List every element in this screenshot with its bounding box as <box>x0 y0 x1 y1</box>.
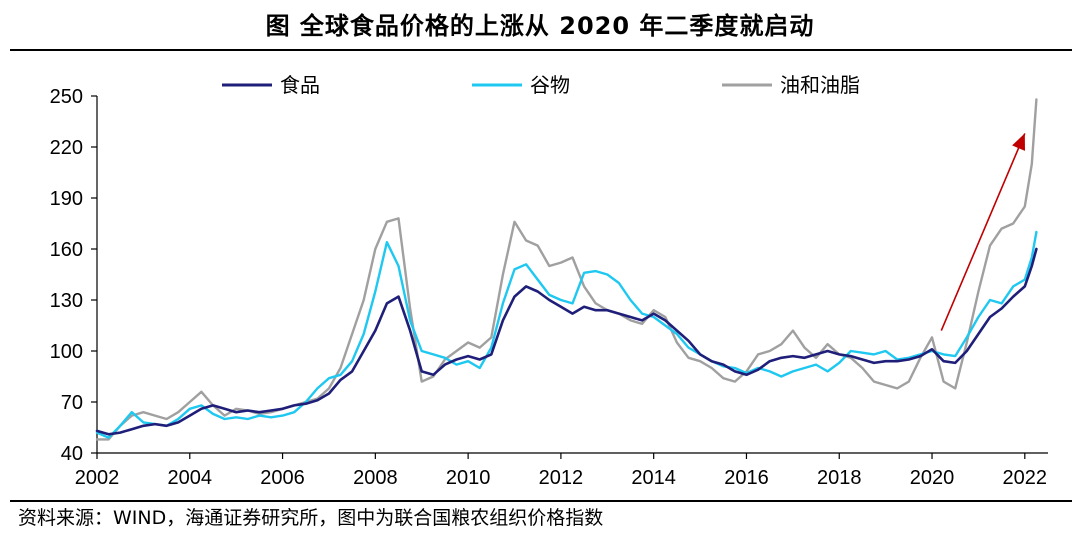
source-note: 资料来源：WIND，海通证券研究所，图中为联合国粮农组织价格指数 <box>18 507 604 529</box>
y-tick-label: 160 <box>50 239 83 261</box>
y-tick-label: 130 <box>50 290 83 312</box>
legend-label: 谷物 <box>530 73 570 97</box>
chart-legend: 食品 谷物 油和油脂 <box>222 73 860 97</box>
x-tick-label: 2008 <box>353 467 398 489</box>
y-tick-label: 100 <box>50 341 83 363</box>
y-tick-label: 220 <box>50 137 83 159</box>
series-line-3 <box>95 98 1038 441</box>
chart-axes: 40 70 100 130 160 190 220 250 2002 2004 2006 2008 20… <box>50 86 1048 489</box>
trend-arrow-line <box>940 133 1026 331</box>
source-divider <box>10 500 1072 502</box>
x-tick-label: 2002 <box>75 467 120 489</box>
legend-label: 油和油脂 <box>780 73 860 97</box>
series-line-1 <box>95 247 1038 436</box>
series-line-2 <box>95 230 1038 439</box>
x-tick-label: 2004 <box>168 467 213 489</box>
x-tick-label: 2020 <box>910 467 955 489</box>
x-tick-label: 2014 <box>631 467 676 489</box>
trend-arrow-head <box>1012 133 1025 151</box>
y-tick-label: 190 <box>50 188 83 210</box>
legend-label: 食品 <box>280 73 320 97</box>
chart-title: 图 全球食品价格的上涨从 2020 年二季度就启动 <box>265 12 815 40</box>
chart-annotation <box>940 133 1026 331</box>
y-tick-label: 70 <box>61 392 83 414</box>
title-divider <box>10 49 1072 51</box>
x-tick-label: 2012 <box>539 467 584 489</box>
legend-item-3: 油和油脂 <box>722 73 860 97</box>
x-tick-label: 2018 <box>817 467 862 489</box>
y-tick-label: 40 <box>61 443 83 465</box>
x-tick-label: 2010 <box>446 467 491 489</box>
legend-item-2: 谷物 <box>472 73 570 97</box>
legend-item-1: 食品 <box>222 73 320 97</box>
y-tick-label: 250 <box>50 86 83 108</box>
x-tick-label: 2006 <box>260 467 305 489</box>
chart-series <box>95 98 1038 441</box>
x-tick-label: 2016 <box>724 467 769 489</box>
x-tick-label: 2022 <box>1003 467 1048 489</box>
